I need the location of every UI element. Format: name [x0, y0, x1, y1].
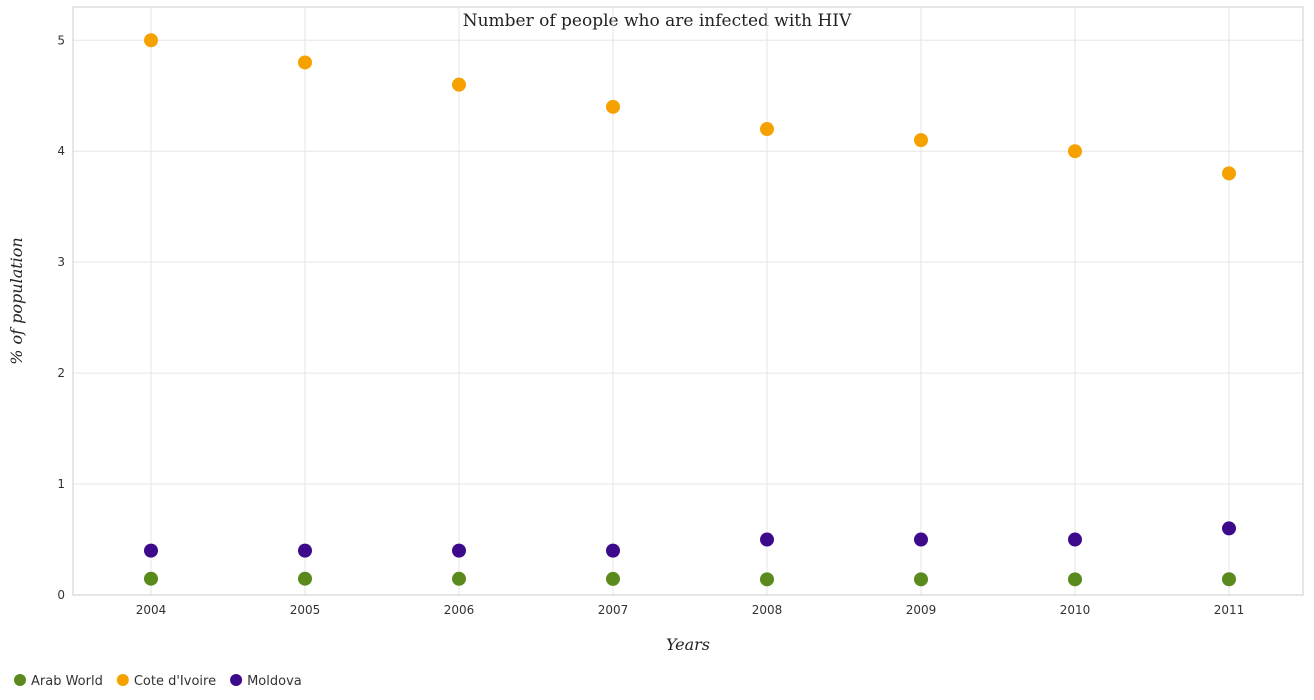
grid: [73, 7, 1303, 596]
x-tick-label: 2008: [752, 603, 783, 617]
legend-marker: [230, 674, 243, 686]
y-tick-label: 0: [57, 588, 65, 602]
data-point: [452, 77, 466, 92]
data-point: [606, 99, 620, 114]
y-tick-label: 3: [57, 255, 65, 269]
x-tick-label: 2006: [444, 603, 475, 617]
legend-marker: [14, 674, 26, 686]
y-axis-label: % of population: [7, 237, 26, 365]
data-point: [144, 543, 158, 558]
data-point: [298, 55, 312, 70]
data-point: [452, 543, 466, 558]
data-point: [760, 572, 774, 587]
x-tick-label: 2009: [906, 603, 937, 617]
x-axis-label: Years: [666, 635, 710, 654]
data-point: [914, 133, 928, 148]
data-point: [144, 33, 158, 48]
y-axis-ticks: 0 1 2 3 4 5: [57, 33, 65, 602]
x-tick-label: 2004: [136, 603, 167, 617]
x-tick-label: 2005: [290, 603, 321, 617]
data-point: [1068, 572, 1082, 587]
data-point: [760, 532, 774, 547]
legend: Arab World Cote d'Ivoire Moldova: [14, 674, 302, 689]
data-point: [914, 532, 928, 547]
data-points: [144, 33, 1236, 587]
y-tick-label: 1: [57, 477, 65, 491]
data-point: [1222, 572, 1236, 587]
data-point: [144, 571, 158, 586]
data-point: [914, 572, 928, 587]
data-point: [760, 122, 774, 137]
data-point: [1068, 144, 1082, 159]
legend-label: Arab World: [31, 674, 103, 689]
x-tick-label: 2011: [1214, 603, 1245, 617]
data-point: [298, 571, 312, 586]
legend-label: Moldova: [247, 674, 302, 689]
legend-marker: [116, 674, 129, 686]
y-tick-label: 2: [57, 366, 65, 380]
chart-title: Number of people who are infected with H…: [463, 11, 852, 31]
data-point: [452, 571, 466, 586]
data-point: [606, 571, 620, 586]
x-tick-label: 2007: [598, 603, 629, 617]
x-axis-ticks: 2004 2005 2006 2007 2008 2009 2010 2011: [136, 603, 1245, 617]
x-tick-label: 2010: [1060, 603, 1091, 617]
data-point: [606, 543, 620, 558]
data-point: [1222, 166, 1236, 181]
legend-label: Cote d'Ivoire: [134, 674, 216, 689]
y-tick-label: 4: [57, 144, 65, 158]
data-point: [1222, 521, 1236, 536]
data-point: [298, 543, 312, 558]
data-point: [1068, 532, 1082, 547]
y-tick-label: 5: [57, 33, 65, 47]
plot-area: [72, 6, 1304, 596]
